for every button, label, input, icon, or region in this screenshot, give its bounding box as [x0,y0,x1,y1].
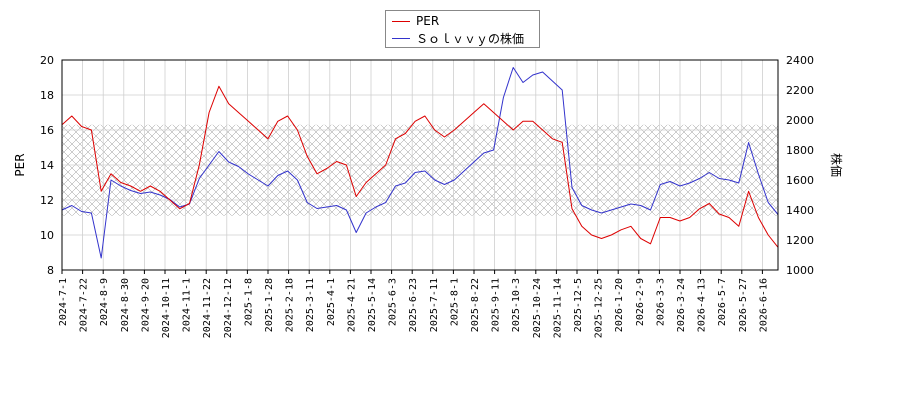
series-lines [61,67,779,259]
y-left-tick-label: 10 [40,229,54,242]
legend-label-per: PER [416,14,440,28]
x-tick-label: 2025-9-11 [491,278,502,332]
y-left-tick-label: 8 [47,264,54,277]
x-tick-label: 2025-7-11 [429,278,440,332]
y-left-tick-label: 16 [40,124,54,137]
series-line-per [61,85,779,248]
axis-labels: 8 10 12 14 16 18 20 1000 1200 1400 1600 1800 2000 220… [13,54,844,338]
y-left-axis-title: PER [13,153,27,176]
x-tick-label: 2025-1-28 [264,278,275,332]
x-tick-label: 2025-6-23 [408,278,419,332]
x-tick-label: 2026-5-27 [738,278,749,332]
x-tick-label: 2025-4-21 [346,278,357,332]
shaded-range-band [62,124,778,216]
plot-frame [61,59,779,271]
series-line-price [61,67,779,259]
x-tick-label: 2026-5-7 [717,278,728,326]
x-tick-label: 2025-12-5 [573,278,584,332]
y-right-tick-label: 1400 [786,204,814,217]
y-right-tick-label: 1200 [786,234,814,247]
x-tick-label: 2025-6-3 [388,278,399,326]
y-right-tick-label: 1600 [786,174,814,187]
x-tick-label: 2025-8-1 [449,278,460,326]
grid-lines [61,59,778,271]
y-left-tick-label: 12 [40,194,54,207]
x-tick-label: 2024-10-11 [161,278,172,338]
x-tick-label: 2026-1-20 [614,278,625,332]
x-tick-label: 2024-12-12 [223,278,234,338]
x-tick-label: 2024-8-30 [120,278,131,332]
legend-item-price: Ｓｏｌｖｖｙの株価 [392,30,524,46]
legend: PER Ｓｏｌｖｖｙの株価 [385,10,540,48]
axes [61,59,779,274]
y-left-tick-label: 18 [40,89,54,102]
y-right-tick-label: 1000 [786,264,814,277]
y-right-axis-title: 株価 [829,153,844,177]
y-right-tick-label: 2400 [786,54,814,67]
hatched-band [62,124,778,216]
x-tick-label: 2025-10-24 [532,278,543,338]
y-right-tick-label: 2200 [786,84,814,97]
x-tick-label: 2026-6-16 [758,278,769,332]
x-tick-label: 2025-10-3 [511,278,522,332]
x-tick-label: 2024-7-22 [79,278,90,332]
y-right-tick-label: 1800 [786,144,814,157]
y-right-tick-label: 2000 [786,114,814,127]
x-tick-label: 2026-3-3 [655,278,666,326]
y-left-tick-label: 14 [40,159,54,172]
x-tick-label: 2025-12-25 [594,278,605,338]
x-tick-label: 2024-11-1 [182,278,193,332]
x-tick-label: 2026-2-9 [635,278,646,326]
x-tick-label: 2025-8-22 [470,278,481,332]
y-left-tick-label: 20 [40,54,54,67]
legend-item-per: PER [392,13,439,29]
legend-swatch-per [392,20,410,22]
legend-swatch-price [392,37,410,39]
x-tick-label: 2025-3-11 [305,278,316,332]
x-tick-label: 2024-8-9 [99,278,110,326]
x-tick-label: 2025-1-8 [243,278,254,326]
legend-label-price: Ｓｏｌｖｖｙの株価 [416,31,525,46]
x-tick-label: 2025-4-1 [326,278,337,326]
x-tick-label: 2025-11-14 [552,278,563,338]
x-tick-label: 2025-2-18 [285,278,296,332]
x-tick-label: 2026-4-13 [697,278,708,332]
x-tick-label: 2025-5-14 [367,278,378,332]
x-tick-label: 2024-7-1 [58,278,69,326]
x-tick-label: 2024-9-20 [140,278,151,332]
x-tick-label: 2024-11-22 [202,278,213,338]
x-tick-label: 2026-3-24 [676,278,687,332]
